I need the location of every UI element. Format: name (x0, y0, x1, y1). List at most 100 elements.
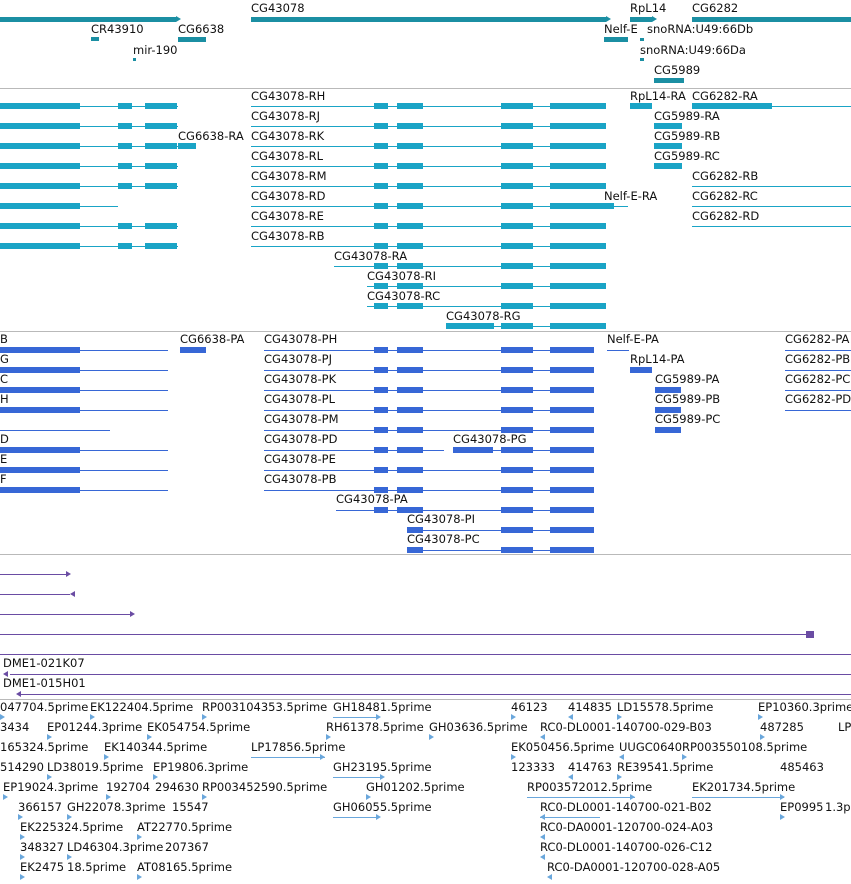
est-label[interactable]: LD38019.5prime (47, 760, 144, 774)
clone-line[interactable] (0, 614, 130, 615)
gene-bar-rpl14[interactable] (630, 17, 652, 22)
protein-label[interactable]: CG5989-PC (655, 412, 721, 426)
protein-label[interactable]: CG43078-PE (264, 452, 336, 466)
est-label[interactable]: RE39541.5prime (617, 760, 714, 774)
est-label[interactable]: RC0-DA0001-120700-024-A03 (540, 820, 714, 834)
est-label[interactable]: 047704.5prime (0, 700, 89, 714)
est-label[interactable]: LD46304.3prime (67, 840, 164, 854)
gene-label[interactable]: Nelf-E (604, 22, 638, 36)
protein-label[interactable]: CG43078-PA (336, 492, 408, 506)
est-label[interactable]: RH61378.5prime (326, 720, 424, 734)
transcript-label[interactable]: CG43078-RM (251, 169, 327, 183)
est-label[interactable]: EK140344.5prime (104, 740, 208, 754)
gene-bar-left[interactable] (0, 17, 176, 22)
clone-line[interactable] (0, 634, 806, 635)
est-label[interactable]: LP17856.5prime (251, 740, 346, 754)
transcript-label[interactable]: CG6282-RD (692, 209, 760, 223)
est-label[interactable]: 1.3p (825, 800, 851, 814)
est-label[interactable]: 414835 (568, 700, 612, 714)
clone-line[interactable] (20, 694, 851, 695)
est-label[interactable]: 46123 (511, 700, 548, 714)
protein-label[interactable]: CG6282-PD (785, 392, 851, 406)
gene-label[interactable]: mir-190 (133, 43, 178, 57)
est-label[interactable]: UUGC0640 (619, 740, 683, 754)
est-label[interactable]: 366157 (18, 800, 62, 814)
est-label[interactable]: 192704 (106, 780, 150, 794)
gene-bar-cg5989[interactable] (654, 78, 684, 83)
transcript-label[interactable]: CG6282-RC (692, 189, 758, 203)
transcript-label[interactable]: CG43078-RE (251, 209, 324, 223)
est-label[interactable]: EK054754.5prime (147, 720, 251, 734)
gene-bar-snorna-db[interactable] (640, 38, 644, 41)
clone-line[interactable] (0, 574, 66, 575)
gene-bar-cr43910[interactable] (91, 37, 99, 41)
transcript-label[interactable]: CG6282-RB (692, 169, 759, 183)
protein-label[interactable]: G (0, 352, 9, 366)
protein-label[interactable]: CG6638-PA (180, 332, 245, 346)
protein-label[interactable]: CG43078-PD (264, 432, 338, 446)
transcript-label[interactable]: Nelf-E-RA (604, 189, 658, 203)
est-label[interactable]: RP003452590.5prime (202, 780, 328, 794)
transcript-label[interactable]: CG5989-RC (654, 149, 720, 163)
clone-line[interactable] (0, 594, 70, 595)
est-label[interactable]: 485463 (780, 760, 824, 774)
transcript-label[interactable]: CG43078-RG (446, 309, 521, 323)
est-label[interactable]: 294630 (155, 780, 199, 794)
est-label[interactable]: EK201734.5prime (692, 780, 796, 794)
est-label[interactable]: GH01202.5prime (366, 780, 465, 794)
gene-label[interactable]: CG43078 (251, 1, 305, 15)
protein-label[interactable]: CG5989-PA (655, 372, 720, 386)
transcript-label[interactable]: CG43078-RH (251, 89, 326, 103)
gene-label[interactable]: CG5989 (654, 63, 701, 77)
protein-label[interactable]: CG5989-PB (655, 392, 721, 406)
est-label[interactable]: RC0-DL0001-140700-026-C12 (540, 840, 713, 854)
est-label[interactable]: EK2475 (20, 860, 65, 874)
gene-label[interactable]: snoRNA:U49:66Db (647, 22, 754, 36)
transcript-label[interactable]: CG5989-RA (654, 109, 720, 123)
protein-label[interactable]: E (0, 452, 8, 466)
protein-label[interactable]: CG43078-PH (264, 332, 338, 346)
protein-label[interactable]: CG43078-PJ (264, 352, 333, 366)
est-label[interactable]: GH22078.3prime (67, 800, 166, 814)
protein-label[interactable]: B (0, 332, 8, 346)
est-label[interactable]: EK225324.5prime (20, 820, 124, 834)
est-label[interactable]: EP19024.3prime (3, 780, 99, 794)
protein-label[interactable]: H (0, 392, 9, 406)
est-label[interactable]: 207367 (165, 840, 209, 854)
est-label[interactable]: EP19806.3prime (153, 760, 249, 774)
est-label[interactable]: 414763 (568, 760, 612, 774)
est-label[interactable]: 15547 (172, 800, 209, 814)
gene-label[interactable]: CG6638 (178, 22, 225, 36)
transcript-label[interactable]: CG43078-RI (367, 269, 437, 283)
transcript-label[interactable]: CG6282-RA (692, 89, 758, 103)
est-label[interactable]: LP (838, 720, 851, 734)
gene-bar-cg43078[interactable] (251, 17, 606, 22)
gene-bar-cg6282[interactable] (692, 17, 851, 22)
est-label[interactable]: RP003572012.5prime (527, 780, 653, 794)
protein-label[interactable]: CG43078-PG (453, 432, 527, 446)
protein-label[interactable]: CG43078-PC (407, 532, 480, 546)
est-label[interactable]: GH03636.5prime (429, 720, 528, 734)
protein-label[interactable]: RpL14-PA (630, 352, 685, 366)
protein-label[interactable]: D (0, 432, 9, 446)
protein-label[interactable]: CG43078-PB (264, 472, 337, 486)
est-label[interactable]: 348327 (20, 840, 64, 854)
est-label[interactable]: EP01244.3prime (47, 720, 143, 734)
clone-line[interactable] (10, 674, 851, 675)
transcript-label[interactable]: CG43078-RK (251, 129, 325, 143)
gene-bar-mir190[interactable] (133, 58, 136, 61)
transcript-label[interactable]: RpL14-RA (630, 89, 686, 103)
est-label[interactable]: RC0-DL0001-140700-021-B02 (540, 800, 712, 814)
est-label[interactable]: GH23195.5prime (333, 760, 432, 774)
protein-label[interactable]: CG6282-PB (785, 352, 851, 366)
gene-bar-snorna-da[interactable] (640, 58, 644, 61)
gene-bar-nelf-e[interactable] (604, 37, 628, 42)
transcript-label[interactable]: CG43078-RL (251, 149, 324, 163)
protein-label[interactable]: CG6282-PA (785, 332, 850, 346)
est-label[interactable]: 3434 (0, 720, 30, 734)
est-label[interactable]: AT22770.5prime (137, 820, 233, 834)
est-label[interactable]: RC0-DL0001-140700-029-B03 (540, 720, 712, 734)
est-label[interactable]: LD15578.5prime (617, 700, 714, 714)
est-label[interactable]: RP003104353.5prime (202, 700, 328, 714)
est-label[interactable]: GH18481.5prime (333, 700, 432, 714)
